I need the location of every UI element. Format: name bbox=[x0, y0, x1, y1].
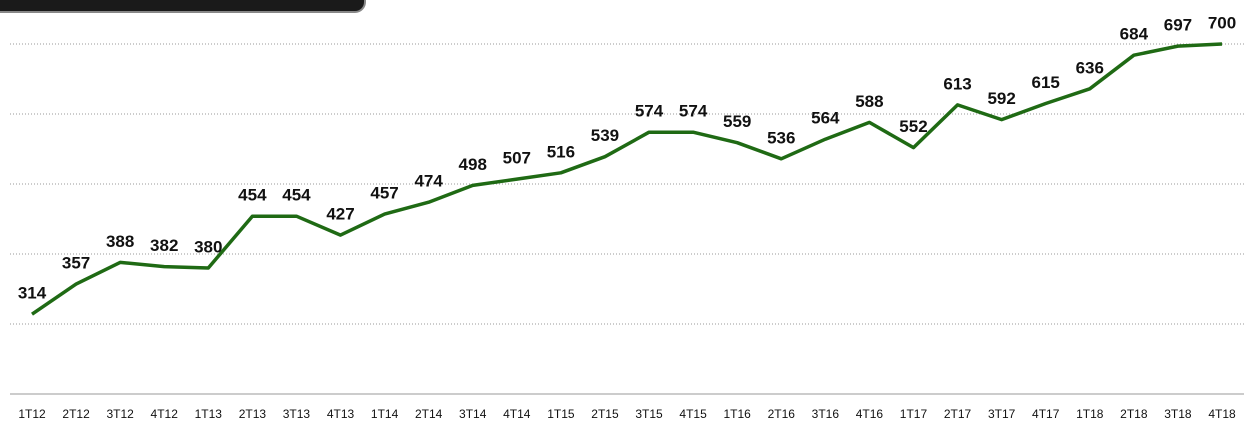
x-tick-label: 3T16 bbox=[812, 407, 840, 421]
x-tick-label: 2T13 bbox=[239, 407, 267, 421]
x-tick-label: 1T17 bbox=[900, 407, 928, 421]
data-label: 700 bbox=[1208, 13, 1236, 32]
data-label: 314 bbox=[18, 284, 47, 303]
data-label: 382 bbox=[150, 236, 178, 255]
data-label: 564 bbox=[811, 109, 840, 128]
x-tick-label: 4T16 bbox=[856, 407, 884, 421]
x-tick-label: 3T13 bbox=[283, 407, 311, 421]
x-tick-label: 3T14 bbox=[459, 407, 487, 421]
x-tick-label: 1T16 bbox=[724, 407, 752, 421]
x-tick-label: 4T12 bbox=[151, 407, 179, 421]
x-tick-label: 1T15 bbox=[547, 407, 575, 421]
x-tick-label: 4T15 bbox=[679, 407, 707, 421]
x-tick-label: 2T17 bbox=[944, 407, 972, 421]
x-tick-label: 2T18 bbox=[1120, 407, 1148, 421]
x-tick-label: 2T12 bbox=[62, 407, 90, 421]
data-label: 574 bbox=[679, 102, 708, 121]
data-label: 388 bbox=[106, 232, 134, 251]
data-label: 615 bbox=[1032, 73, 1060, 92]
x-tick-label: 3T12 bbox=[106, 407, 134, 421]
data-line bbox=[31, 42, 1223, 316]
title-box bbox=[0, 0, 366, 13]
data-label: 574 bbox=[635, 102, 664, 121]
data-label: 498 bbox=[459, 155, 487, 174]
x-tick-label: 3T18 bbox=[1164, 407, 1192, 421]
x-tick-label: 2T16 bbox=[768, 407, 796, 421]
x-tick-label: 2T15 bbox=[591, 407, 619, 421]
data-label: 357 bbox=[62, 254, 90, 273]
data-label: 592 bbox=[987, 89, 1015, 108]
data-label: 457 bbox=[370, 184, 398, 203]
x-tick-label: 3T17 bbox=[988, 407, 1016, 421]
x-tick-label: 4T13 bbox=[327, 407, 355, 421]
data-label: 536 bbox=[767, 128, 795, 147]
data-label: 552 bbox=[899, 117, 927, 136]
data-label: 380 bbox=[194, 237, 222, 256]
x-tick-label: 1T18 bbox=[1076, 407, 1104, 421]
data-label: 636 bbox=[1076, 58, 1104, 77]
data-label: 539 bbox=[591, 126, 619, 145]
data-label: 474 bbox=[414, 172, 443, 191]
x-tick-label: 2T14 bbox=[415, 407, 443, 421]
data-label: 454 bbox=[282, 186, 311, 205]
data-label: 454 bbox=[238, 186, 267, 205]
x-tick-label: 4T14 bbox=[503, 407, 531, 421]
data-label: 588 bbox=[855, 92, 883, 111]
data-label: 613 bbox=[943, 74, 971, 93]
data-label: 516 bbox=[547, 142, 575, 161]
data-label: 427 bbox=[326, 205, 354, 224]
x-tick-label: 4T18 bbox=[1208, 407, 1236, 421]
data-label: 507 bbox=[503, 149, 531, 168]
data-label: 697 bbox=[1164, 16, 1192, 35]
x-tick-label: 4T17 bbox=[1032, 407, 1060, 421]
x-tick-label: 1T13 bbox=[195, 407, 223, 421]
x-tick-label: 3T15 bbox=[635, 407, 663, 421]
data-label: 684 bbox=[1120, 25, 1149, 44]
x-tick-label: 1T14 bbox=[371, 407, 399, 421]
data-label: 559 bbox=[723, 112, 751, 131]
x-tick-label: 1T12 bbox=[18, 407, 46, 421]
